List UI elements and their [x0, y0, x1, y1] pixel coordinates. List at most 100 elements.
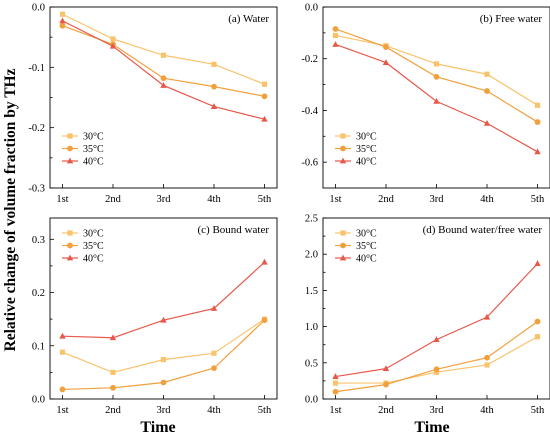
- panel-title: (d) Bound water/free water: [423, 224, 543, 236]
- data-point: [211, 83, 217, 90]
- data-point: [433, 73, 440, 80]
- x-tick-label: 4th: [480, 405, 494, 416]
- y-tick-label: -0.1: [28, 63, 45, 74]
- series-1: [59, 316, 268, 375]
- legend-item: 30°C: [335, 132, 377, 143]
- legend-label: 30°C: [83, 229, 104, 240]
- legend-label: 35°C: [356, 144, 377, 155]
- series-2: [332, 318, 541, 395]
- x-tick-label: 4th: [207, 405, 221, 416]
- y-tick-label: 0.0: [32, 3, 45, 14]
- data-point: [383, 44, 389, 50]
- data-point: [59, 22, 66, 29]
- legend-marker: [67, 145, 73, 152]
- data-point: [210, 305, 218, 311]
- x-axis-label-right: Time: [414, 419, 449, 436]
- legend-item: 40°C: [62, 157, 104, 168]
- data-point: [261, 81, 268, 87]
- data-point: [211, 365, 217, 372]
- y-tick-label: 0.1: [32, 341, 45, 352]
- data-point: [534, 334, 541, 340]
- legend-label: 30°C: [83, 132, 104, 143]
- legend-label: 40°C: [83, 254, 104, 265]
- data-point: [484, 362, 490, 368]
- data-point: [484, 354, 490, 361]
- x-tick-label: 4th: [480, 194, 494, 205]
- legend-label: 35°C: [83, 144, 104, 155]
- legend-marker: [67, 133, 73, 139]
- series-line: [62, 20, 265, 120]
- x-tick-label: 1st: [56, 405, 68, 416]
- chart-panel-4: 0.0 0.5 1.0 1.5 2.0 2.5 1st 2nd 3rd 4th 5th (d) Bou…: [305, 214, 550, 416]
- y-tick-label: 0.5: [305, 358, 318, 369]
- x-tick-label: 2nd: [378, 405, 395, 416]
- data-point: [59, 349, 66, 355]
- data-point: [332, 41, 339, 47]
- legend-marker: [339, 254, 347, 261]
- data-point: [110, 36, 116, 42]
- series-3: [332, 260, 541, 379]
- data-point: [160, 75, 167, 82]
- data-point: [211, 350, 217, 356]
- data-point: [483, 313, 491, 320]
- legend-marker: [67, 230, 73, 236]
- x-tick-label: 1st: [329, 194, 341, 205]
- series-line: [335, 34, 538, 106]
- legend-marker: [66, 254, 74, 261]
- legend-marker: [340, 230, 346, 236]
- legend-label: 40°C: [83, 157, 104, 168]
- series-3: [332, 41, 541, 155]
- y-tick-label: 2.5: [305, 214, 318, 225]
- legend-marker: [66, 157, 74, 164]
- data-point: [59, 11, 66, 17]
- x-tick-label: 5th: [531, 194, 545, 205]
- data-point: [332, 373, 339, 379]
- data-point: [261, 317, 268, 324]
- y-tick-label: 0.3: [32, 235, 45, 246]
- data-point: [484, 71, 490, 77]
- panels: -0.3 -0.2 -0.1 0.0 1st 2nd 3rd 4th 5th (a) Water 3…: [28, 3, 550, 416]
- legend-item: 35°C: [335, 144, 377, 155]
- series-2: [332, 26, 541, 125]
- legend-label: 40°C: [356, 254, 377, 265]
- data-point: [483, 119, 491, 126]
- series-3: [59, 17, 268, 122]
- data-point: [109, 334, 117, 341]
- legend: 30°C35°C 40°C: [335, 132, 377, 168]
- x-tick-label: 2nd: [105, 194, 122, 205]
- data-point: [59, 386, 66, 393]
- x-tick-label: 5th: [258, 194, 272, 205]
- series-1: [59, 11, 268, 87]
- y-tick-label: 0.2: [32, 288, 45, 299]
- y-tick-label: -0.2: [301, 54, 318, 65]
- data-point: [211, 61, 217, 67]
- data-point: [160, 82, 167, 88]
- panel-title: (b) Free water: [480, 13, 543, 25]
- data-point: [59, 332, 66, 339]
- data-point: [332, 380, 339, 386]
- data-point: [433, 97, 440, 104]
- y-tick-label: 0.0: [305, 3, 318, 14]
- data-point: [110, 369, 116, 375]
- data-point: [534, 318, 541, 325]
- x-tick-label: 5th: [531, 405, 545, 416]
- legend-item: 30°C: [62, 132, 104, 143]
- data-point: [261, 115, 268, 122]
- chart-panel-1: -0.3 -0.2 -0.1 0.0 1st 2nd 3rd 4th 5th (a) Water 3…: [28, 3, 278, 205]
- x-tick-label: 3rd: [157, 194, 172, 205]
- legend-marker: [340, 133, 346, 139]
- legend-item: 30°C: [335, 229, 377, 240]
- data-point: [433, 61, 440, 67]
- legend-item: 35°C: [62, 241, 104, 252]
- x-tick-label: 2nd: [105, 405, 122, 416]
- data-point: [382, 59, 390, 65]
- series-line: [335, 321, 538, 393]
- y-tick-label: -0.3: [28, 184, 45, 195]
- x-tick-label: 3rd: [430, 194, 445, 205]
- data-point: [261, 258, 268, 265]
- data-point: [109, 42, 117, 49]
- legend-item: 35°C: [62, 144, 104, 155]
- data-point: [534, 102, 541, 108]
- data-point: [534, 148, 541, 155]
- x-tick-label: 1st: [329, 405, 341, 416]
